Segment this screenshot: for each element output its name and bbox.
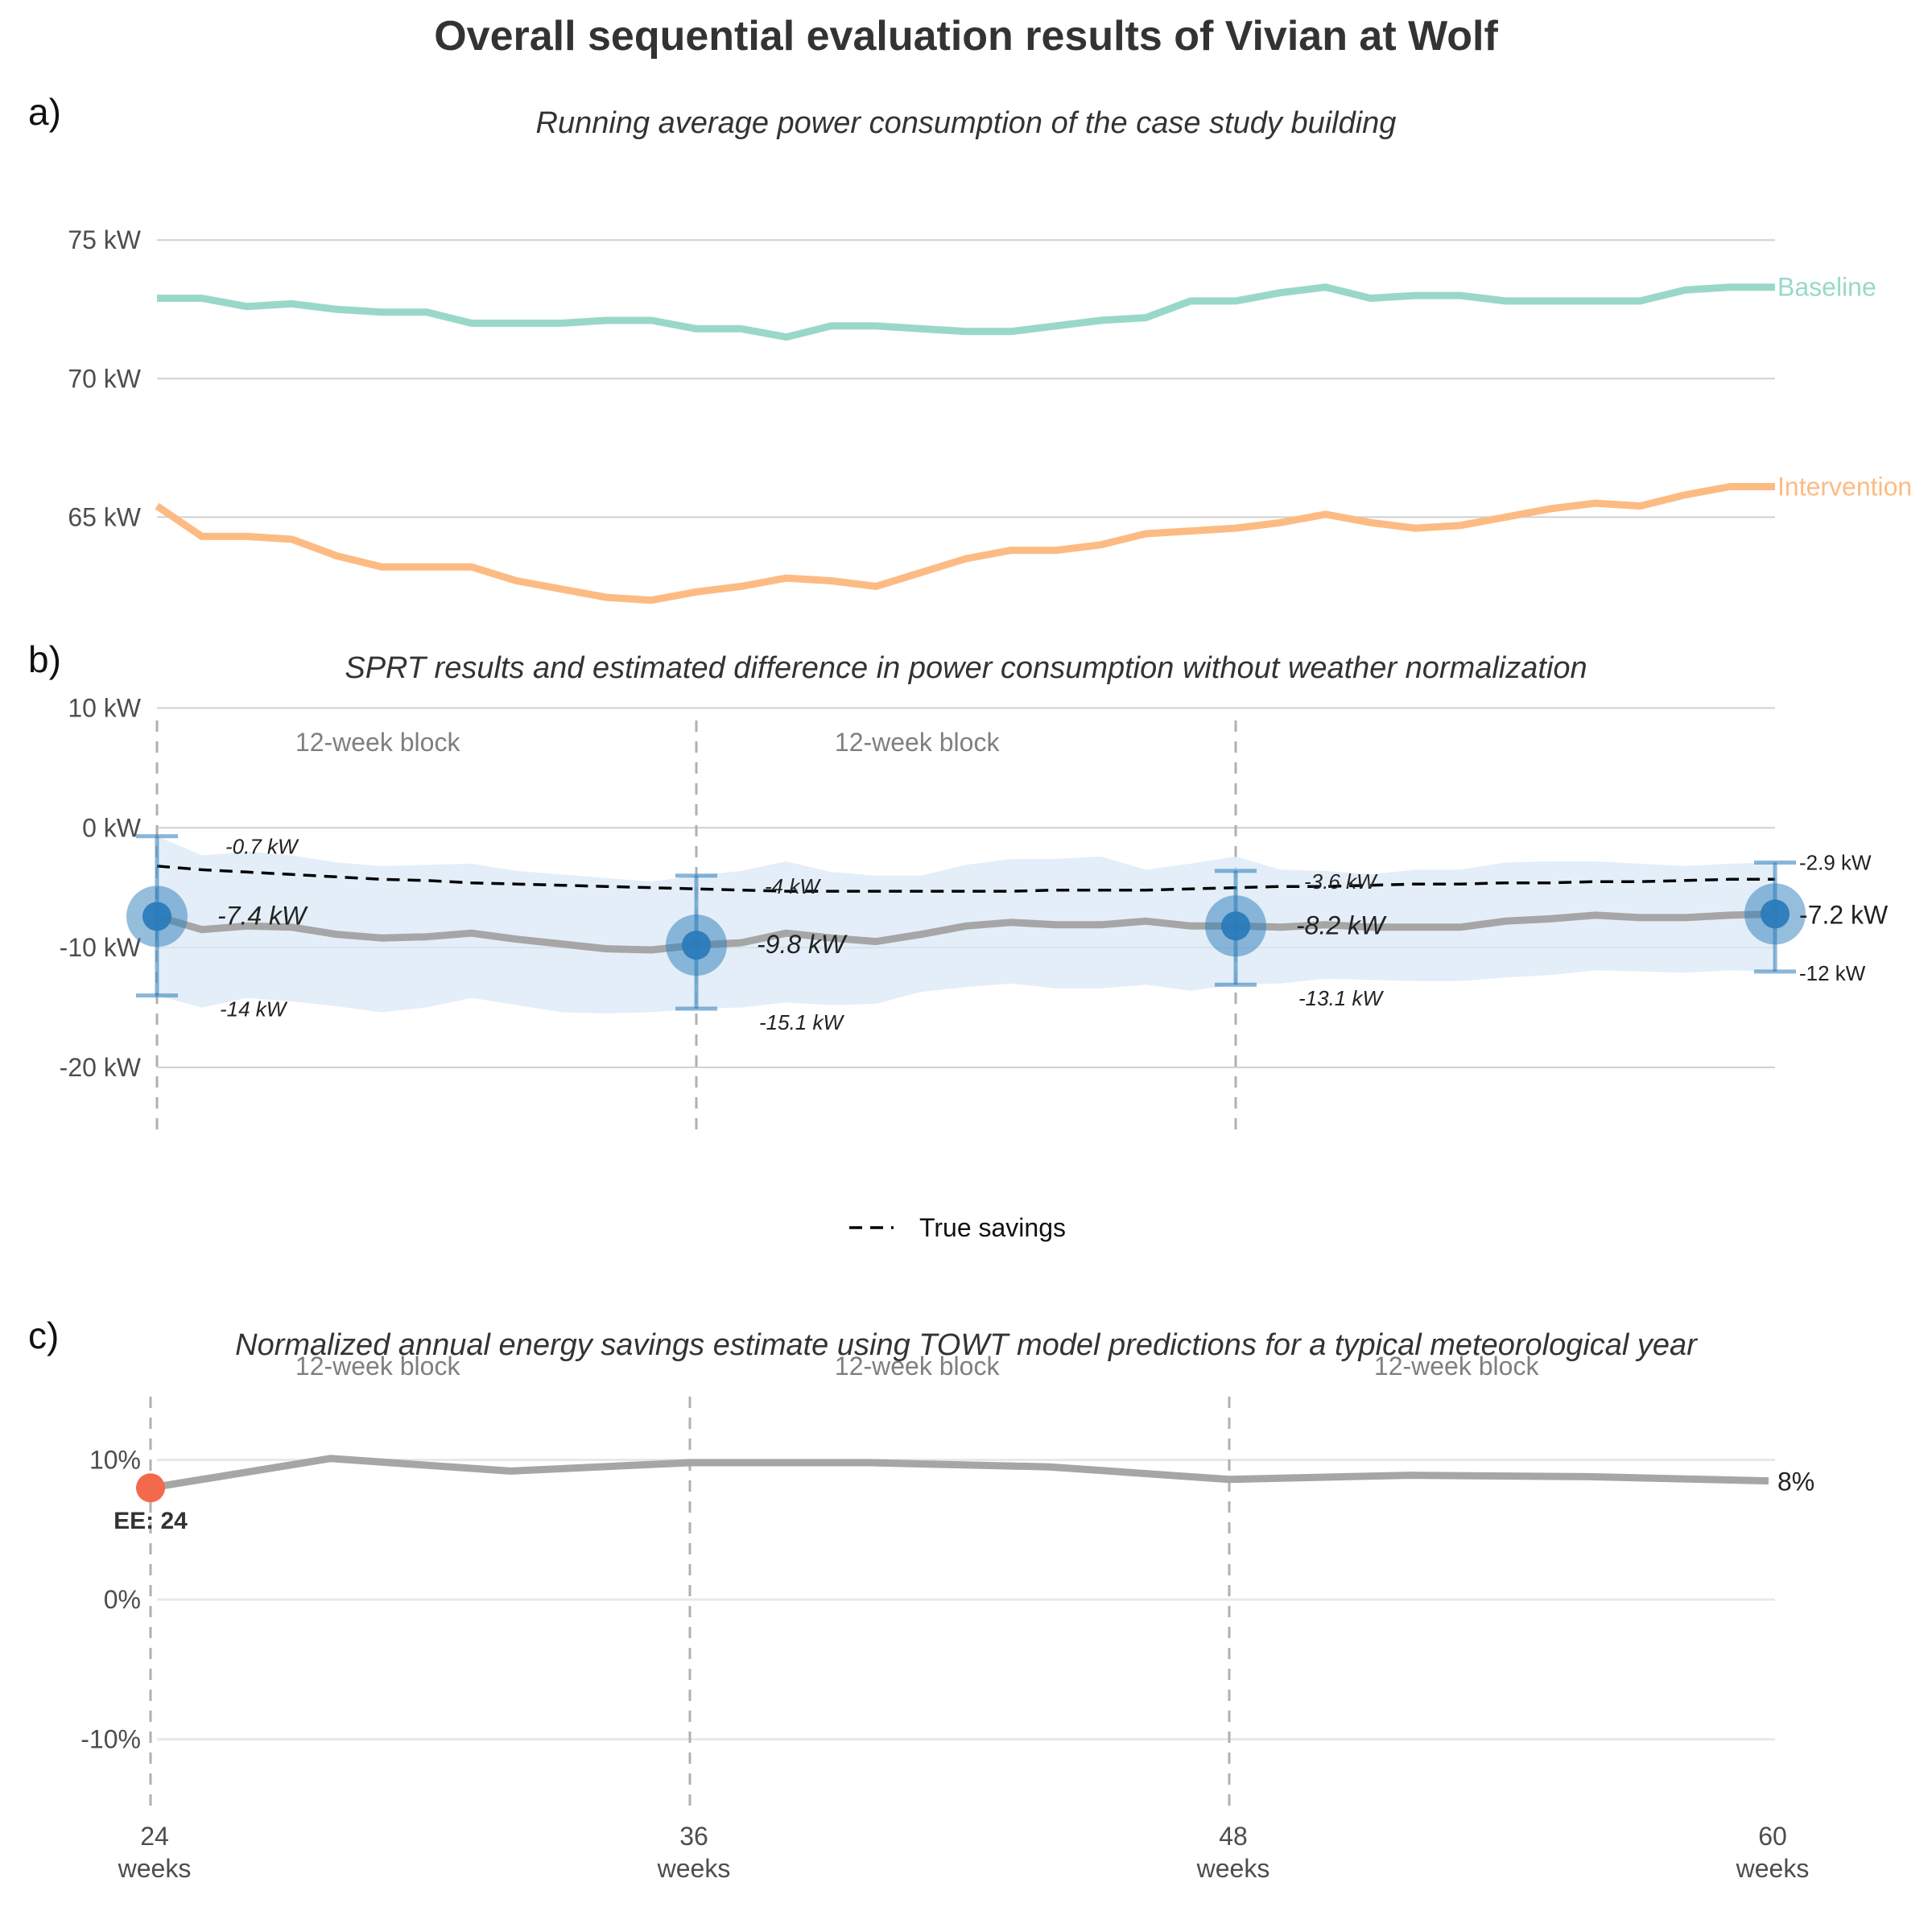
panel-c-marks: 8% EE: 24: [114, 1455, 1814, 1534]
panel-c-block-label: 12-week block: [835, 1352, 1001, 1381]
panel-a-letter: a): [28, 91, 61, 133]
checkpoint-lower-label: -14 kW: [220, 997, 288, 1022]
panel-c-y-tick-label: 0%: [104, 1585, 141, 1614]
x-tick-label: 48: [1219, 1822, 1248, 1851]
panel-a-y-tick-label: 65 kW: [68, 502, 141, 531]
panel-a: a) Running average power consumption of …: [28, 91, 1912, 605]
checkpoint-upper-label: -2.9 kW: [1799, 850, 1872, 874]
savings-line: [150, 1455, 1769, 1492]
panel-b-y-tick-label: 0 kW: [82, 813, 142, 842]
checkpoint-lower-label: -12 kW: [1799, 961, 1866, 985]
x-tick-sublabel: weeks: [1196, 1854, 1270, 1883]
x-tick-sublabel: weeks: [657, 1854, 731, 1883]
checkpoint-point: [1221, 911, 1250, 941]
panel-c-y-tick-label: 10%: [89, 1446, 141, 1475]
x-tick-sublabel: weeks: [118, 1854, 192, 1883]
figure-title: Overall sequential evaluation results of…: [434, 13, 1498, 60]
panel-b-y-tick-label: -20 kW: [60, 1053, 142, 1082]
checkpoint-upper-label: -3.6 kW: [1304, 869, 1378, 894]
series-label-intervention: Intervention: [1777, 473, 1912, 502]
series-line-intervention: [155, 483, 1775, 605]
panel-b-block-label: 12-week block: [295, 728, 461, 757]
early-exit-label: EE: 24: [114, 1508, 188, 1534]
panel-a-y-tick-label: 70 kW: [68, 364, 141, 393]
panel-a-grid: 75 kW 70 kW 65 kW: [68, 225, 1775, 531]
panel-b-y-tick-label: 10 kW: [68, 694, 141, 723]
true-savings-line: [156, 865, 1775, 893]
panel-c-y-tick-label: -10%: [80, 1725, 141, 1754]
panel-c-subtitle: Normalized annual energy savings estimat…: [235, 1328, 1698, 1362]
checkpoint-lower-label: -13.1 kW: [1298, 986, 1384, 1010]
panel-b-block-label: 12-week block: [835, 728, 1001, 757]
panel-b-marks: -0.7 kW -7.4 kW -14 kW -4 kW -9.8 kW -15.1 kW…: [126, 834, 1889, 1034]
panel-c-block-label: 12-week block: [295, 1352, 461, 1381]
checkpoint-lower-label: -15.1 kW: [759, 1010, 844, 1034]
checkpoint-estimate-label: -7.4 kW: [217, 901, 308, 930]
early-exit-marker: [136, 1473, 165, 1503]
panel-c-grid: 10% 0% -10% 12-week block 12-week block 12-we…: [80, 1352, 1809, 1883]
panel-a-subtitle: Running average power consumption of the…: [536, 106, 1397, 140]
panel-b: b) SPRT results and estimated difference…: [28, 638, 1889, 1242]
x-tick-label: 36: [679, 1822, 708, 1851]
checkpoint-estimate-label: -8.2 kW: [1296, 910, 1387, 939]
x-tick-label: 60: [1758, 1822, 1787, 1851]
panel-b-y-tick-label: -10 kW: [60, 933, 142, 962]
checkpoint-upper-label: -0.7 kW: [225, 835, 299, 859]
x-tick-sublabel: weeks: [1736, 1854, 1810, 1883]
panel-b-legend: True savings: [849, 1213, 1066, 1242]
checkpoint-point: [682, 931, 711, 960]
panel-c: c) Normalized annual energy savings esti…: [28, 1315, 1814, 1883]
checkpoint-upper-label: -4 kW: [765, 874, 821, 898]
series-line-baseline: [157, 283, 1775, 341]
checkpoint-estimate-label: -9.8 kW: [757, 930, 848, 959]
x-tick-label: 24: [140, 1822, 169, 1851]
panel-c-letter: c): [28, 1315, 59, 1356]
panel-a-y-tick-label: 75 kW: [68, 225, 141, 254]
legend-true-savings-label: True savings: [919, 1213, 1066, 1242]
series-label-baseline: Baseline: [1777, 273, 1876, 302]
panel-b-subtitle: SPRT results and estimated difference in…: [345, 651, 1587, 685]
savings-end-label: 8%: [1777, 1468, 1814, 1496]
panel-b-letter: b): [28, 638, 61, 680]
checkpoint-estimate-label: -7.2 kW: [1799, 900, 1889, 929]
checkpoint-point: [1761, 899, 1790, 929]
panel-a-series: Baseline Intervention: [155, 273, 1912, 605]
checkpoint-point: [142, 902, 171, 931]
estimate-line: [155, 910, 1776, 954]
panel-c-block-label: 12-week block: [1374, 1352, 1540, 1381]
